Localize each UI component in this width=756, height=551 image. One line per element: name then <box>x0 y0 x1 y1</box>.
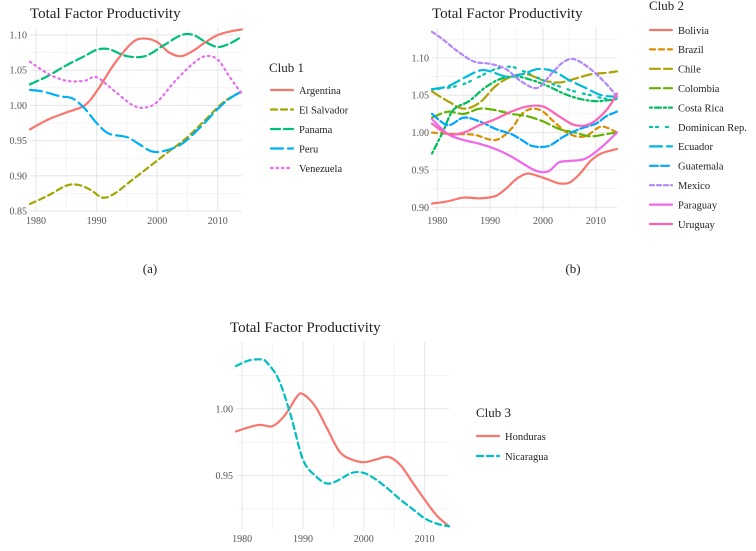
y-tick-label: 1.00 <box>10 101 28 112</box>
x-tick-label: 2010 <box>415 534 435 545</box>
y-tick-label: 0.90 <box>10 171 28 182</box>
chart-b-legend: Bolivia Brazil Chile Colombia Costa Rica Domi… <box>648 26 747 231</box>
series-line-bolivia <box>430 147 619 205</box>
legend-item-dominican-rep: Dominican Rep. <box>648 123 747 134</box>
series-line-costa-rica <box>430 75 619 155</box>
legend-item-colombia: Colombia <box>648 84 720 95</box>
y-tick-label: 1.05 <box>412 91 430 102</box>
series-line-el-salvador <box>28 90 244 206</box>
legend-label: Peru <box>299 144 319 155</box>
chart-a-plot: 1980 1990 2000 2010 0.85 0.90 0.95 1.00 1.05 1.10 <box>10 28 244 227</box>
legend-label: Nicaragua <box>505 452 548 463</box>
legend-item-nicaragua: Nicaragua <box>475 452 548 463</box>
y-tick-label: 0.95 <box>216 471 234 482</box>
legend-label: Mexico <box>678 181 710 192</box>
legend-label: Colombia <box>678 84 720 95</box>
series-line-panama <box>28 32 244 86</box>
x-tick-label: 2000 <box>533 216 553 227</box>
x-tick-label: 1980 <box>232 534 252 545</box>
legend-item-venezuela: Venezuela <box>269 164 342 175</box>
y-tick-label: 1.05 <box>10 66 28 77</box>
series-line-paraguay <box>430 118 619 174</box>
legend-label: Argentina <box>299 86 341 97</box>
x-tick-label: 2000 <box>354 534 374 545</box>
legend-label: Bolivia <box>678 26 709 37</box>
legend-item-argentina: Argentina <box>269 86 341 97</box>
legend-label: El Salvador <box>299 105 349 116</box>
series-line-uruguay <box>430 92 619 136</box>
chart-c-legend: Honduras Nicaragua <box>475 432 548 463</box>
legend-item-costa-rica: Costa Rica <box>648 103 724 114</box>
chart-a-legend: Argentina El Salvador Panama Peru Venezuela <box>269 86 349 175</box>
chart-c-title: Total Factor Productivity <box>230 320 381 336</box>
x-tick-label: 1980 <box>427 216 447 227</box>
chart-b: Total Factor Productivity 1980 1990 2000 20… <box>412 0 747 276</box>
legend-label: Venezuela <box>299 164 342 175</box>
legend-item-uruguay: Uruguay <box>648 220 715 231</box>
series-line-colombia <box>430 107 619 138</box>
legend-label: Costa Rica <box>678 103 724 114</box>
legend-item-chile: Chile <box>648 65 701 76</box>
chart-c-plot: 1980 1990 2000 2010 0.95 1.00 <box>216 342 451 545</box>
legend-item-honduras: Honduras <box>475 432 546 443</box>
x-tick-label: 2010 <box>586 216 606 227</box>
legend-item-guatemala: Guatemala <box>648 162 724 173</box>
y-tick-label: 1.10 <box>412 53 430 64</box>
series-line-peru <box>28 88 244 154</box>
x-tick-label: 1990 <box>293 534 313 545</box>
legend-item-brazil: Brazil <box>648 45 704 56</box>
legend-item-bolivia: Bolivia <box>648 26 709 37</box>
chart-b-caption: (b) <box>565 261 580 276</box>
legend-item-panama: Panama <box>269 125 333 136</box>
chart-a-legend-title: Club 1 <box>269 60 304 75</box>
legend-label: Guatemala <box>678 162 724 173</box>
legend-label: Paraguay <box>678 200 718 211</box>
legend-item-peru: Peru <box>269 144 319 155</box>
y-tick-label: 0.85 <box>10 207 28 218</box>
legend-label: Ecuador <box>678 142 713 153</box>
y-tick-label: 0.95 <box>10 136 28 147</box>
x-tick-label: 1990 <box>87 216 107 227</box>
series-line-nicaragua <box>234 358 451 528</box>
legend-label: Brazil <box>678 45 704 56</box>
series-line-ecuador <box>430 67 619 98</box>
legend-item-mexico: Mexico <box>648 181 710 192</box>
series-line-honduras <box>234 392 451 528</box>
series-line-dominican-rep <box>430 65 619 101</box>
chart-b-plot: 1980 1990 2000 2010 0.90 0.95 1.00 1.05 1.10 <box>412 28 619 227</box>
legend-label: Dominican Rep. <box>678 123 747 134</box>
chart-b-title: Total Factor Productivity <box>432 6 583 22</box>
x-tick-label: 2010 <box>208 216 228 227</box>
chart-a-caption: (a) <box>143 261 157 276</box>
legend-label: Panama <box>299 125 333 136</box>
x-tick-label: 1980 <box>26 216 46 227</box>
chart-c: Total Factor Productivity 1980 1990 2000 20… <box>216 320 549 545</box>
series-line-chile <box>430 70 619 110</box>
legend-item-ecuador: Ecuador <box>648 142 713 153</box>
series-line-venezuela <box>28 54 244 109</box>
series-line-mexico <box>430 30 619 98</box>
legend-item-el-salvador: El Salvador <box>269 105 349 116</box>
chart-b-legend-title: Club 2 <box>649 0 684 13</box>
y-tick-label: 1.00 <box>216 404 234 415</box>
legend-label: Uruguay <box>678 220 715 231</box>
series-line-argentina <box>28 28 244 131</box>
x-tick-label: 1990 <box>480 216 500 227</box>
chart-c-legend-title: Club 3 <box>476 405 511 420</box>
chart-a-title: Total Factor Productivity <box>30 6 181 22</box>
y-tick-label: 1.10 <box>10 31 28 42</box>
y-tick-label: 0.90 <box>412 203 430 214</box>
legend-label: Honduras <box>505 432 546 443</box>
y-tick-label: 1.00 <box>412 128 430 139</box>
series-line-guatemala <box>430 110 619 149</box>
legend-item-paraguay: Paraguay <box>648 200 718 211</box>
legend-label: Chile <box>678 65 701 76</box>
x-tick-label: 2000 <box>147 216 167 227</box>
y-tick-label: 0.95 <box>412 165 430 176</box>
chart-a: Total Factor Productivity 1980 1990 2000 20… <box>10 6 349 276</box>
